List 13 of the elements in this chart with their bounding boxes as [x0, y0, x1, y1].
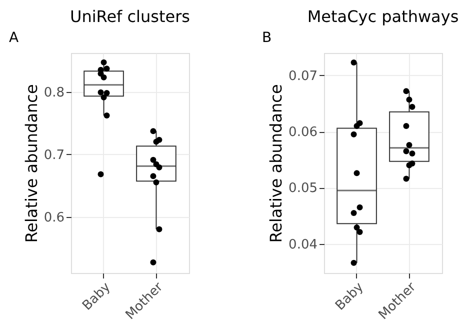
text: A — [9, 30, 19, 46]
y-tick-label: 0.7 — [44, 148, 64, 163]
y-axis-title: Relative abundance — [22, 84, 41, 243]
y-axis-title: Relative abundance — [266, 84, 286, 243]
text: B — [262, 30, 272, 46]
y-tick-label: 0.8 — [44, 85, 64, 100]
y-tick-label: 0.05 — [288, 181, 318, 196]
y-tick-label: 0.07 — [288, 68, 318, 84]
chart-title: MetaCyc pathways — [307, 7, 459, 26]
chart-title: UniRef clusters — [70, 7, 190, 26]
y-tick-label: 0.6 — [44, 210, 64, 226]
y-tick-label: 0.06 — [288, 125, 318, 140]
y-tick-label: 0.04 — [288, 237, 318, 252]
